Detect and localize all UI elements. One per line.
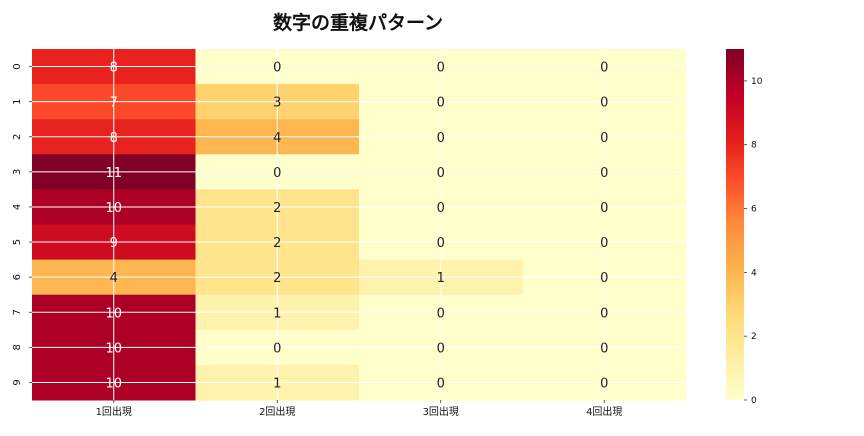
colorbar-tick-label: 4 <box>751 268 757 278</box>
cell-value-label: 0 <box>437 306 445 321</box>
grid-lines <box>32 49 686 400</box>
cell-value-label: 4 <box>273 131 281 146</box>
chart-title: 数字の重複パターン <box>273 11 443 34</box>
colorbar: 0 2 4 6 8 10 <box>726 49 763 406</box>
cell-value-label: 1 <box>273 306 281 321</box>
x-axis-ticks: 1回出現 2回出現 3回出現 4回出現 <box>96 400 622 418</box>
y-tick-label: 9 <box>12 379 23 385</box>
cell-value-label: 0 <box>600 236 608 251</box>
cell-value-label: 0 <box>437 61 445 76</box>
x-tick-label: 4回出現 <box>586 405 622 418</box>
cell-value-label: 9 <box>110 236 118 251</box>
cell-value-label: 0 <box>600 131 608 146</box>
x-tick-label: 3回出現 <box>423 405 459 418</box>
cell-value-label: 4 <box>110 271 118 286</box>
colorbar-tick-label: 10 <box>751 77 763 87</box>
colorbar-tick-label: 2 <box>751 332 757 342</box>
y-tick-label: 4 <box>12 204 23 210</box>
cell-value-label: 2 <box>273 201 281 216</box>
colorbar-gradient <box>726 49 744 400</box>
cell-value-label: 3 <box>273 96 281 111</box>
cell-value-label: 10 <box>105 341 122 356</box>
cell-value-label: 0 <box>273 166 281 181</box>
cell-value-label: 0 <box>600 166 608 181</box>
cell-value-label: 0 <box>437 341 445 356</box>
cell-value-label: 8 <box>110 131 118 146</box>
cell-value-label: 0 <box>273 341 281 356</box>
colorbar-tick-label: 0 <box>751 396 757 406</box>
cell-value-label: 7 <box>110 96 118 111</box>
y-tick-label: 8 <box>12 344 23 350</box>
y-tick-label: 5 <box>12 239 23 245</box>
cell-value-label: 0 <box>600 61 608 76</box>
y-tick-label: 1 <box>12 98 23 104</box>
cell-annotations: 8 0 0 07 3 0 08 4 0 011 0 0 010 2 0 09 2 0 04 2 1 010 1 0 010 0 0 0… <box>105 61 608 392</box>
cell-value-label: 0 <box>437 166 445 181</box>
y-tick-label: 0 <box>12 63 23 69</box>
cell-value-label: 0 <box>437 131 445 146</box>
cell-value-label: 0 <box>437 201 445 216</box>
cell-value-label: 0 <box>600 96 608 111</box>
cell-value-label: 2 <box>273 271 281 286</box>
x-tick-label: 1回出現 <box>96 405 132 418</box>
y-tick-label: 7 <box>12 309 23 315</box>
y-tick-label: 2 <box>12 134 23 140</box>
cell-value-label: 11 <box>105 166 122 181</box>
x-tick-label: 2回出現 <box>259 405 295 418</box>
cell-value-label: 10 <box>105 201 122 216</box>
cell-value-label: 1 <box>437 271 445 286</box>
cell-value-label: 0 <box>273 61 281 76</box>
cell-value-label: 0 <box>437 236 445 251</box>
cell-value-label: 2 <box>273 236 281 251</box>
cell-value-label: 0 <box>600 271 608 286</box>
cell-value-label: 0 <box>437 376 445 391</box>
cell-value-label: 1 <box>273 376 281 391</box>
cell-value-label: 8 <box>110 61 118 76</box>
cell-value-label: 0 <box>600 201 608 216</box>
cell-value-label: 0 <box>600 341 608 356</box>
cell-value-label: 10 <box>105 306 122 321</box>
y-axis-ticks: 0 1 2 3 4 5 6 7 8 9 <box>12 63 32 386</box>
cell-value-label: 0 <box>600 376 608 391</box>
y-tick-label: 6 <box>12 274 23 280</box>
colorbar-tick-label: 8 <box>751 141 757 151</box>
y-tick-label: 3 <box>12 169 23 175</box>
cell-value-label: 0 <box>600 306 608 321</box>
cell-value-label: 0 <box>437 96 445 111</box>
colorbar-tick-label: 6 <box>751 205 757 215</box>
cell-value-label: 10 <box>105 376 122 391</box>
